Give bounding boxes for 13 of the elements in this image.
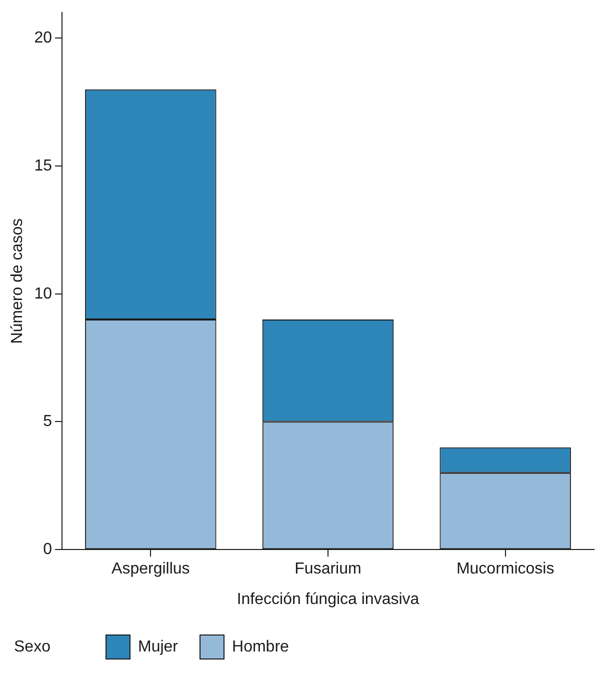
x-tick-label: Aspergillus <box>112 560 190 578</box>
x-tick-label: Mucormicosis <box>456 560 554 578</box>
legend-title: Sexo <box>14 638 51 656</box>
y-axis-title: Número de casos <box>9 218 26 344</box>
y-tick-label: 5 <box>43 413 52 430</box>
y-tick-label: 20 <box>34 30 52 47</box>
y-tick-label: 10 <box>34 285 52 302</box>
legend-label: Mujer <box>138 638 179 656</box>
y-tick-label: 0 <box>43 541 52 558</box>
x-axis-title: Infección fúngica invasiva <box>236 590 420 608</box>
x-tick-label: Fusarium <box>294 560 362 578</box>
legend-label: Hombre <box>232 638 290 656</box>
y-tick-label: 15 <box>34 157 52 174</box>
